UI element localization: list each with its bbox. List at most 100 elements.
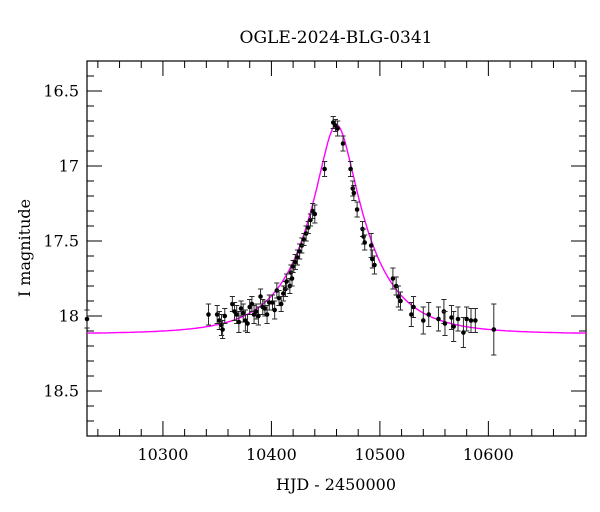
data-marker (272, 307, 277, 313)
data-point (312, 204, 318, 224)
x-tick-label: 10600 (463, 445, 514, 464)
data-point (362, 234, 368, 251)
data-point (371, 255, 378, 275)
data-marker (354, 207, 360, 212)
tick-labels: 10300 10400 10500 10600 16.5 17 17.5 18 18.5 (43, 82, 513, 465)
data-point (395, 285, 401, 308)
data-marker (236, 319, 242, 325)
data-point (451, 311, 457, 342)
y-tick-label: 16.5 (43, 82, 79, 101)
data-point (435, 306, 442, 332)
data-marker (289, 276, 295, 281)
y-tick-label: 18 (59, 307, 79, 326)
data-point (420, 306, 426, 335)
data-marker (240, 310, 246, 316)
data-marker (335, 126, 340, 131)
data-marker (206, 312, 211, 317)
data-marker (468, 318, 474, 323)
x-tick-label: 10500 (354, 445, 405, 464)
y-tick-label: 17.5 (43, 232, 79, 251)
data-marker (266, 300, 272, 305)
data-marker (369, 256, 375, 262)
x-tick-label: 10400 (246, 445, 297, 464)
plot-frame (86, 60, 587, 437)
axis-ticks (87, 61, 586, 436)
data-marker (350, 186, 356, 191)
data-marker (262, 306, 268, 311)
data-marker (491, 327, 497, 332)
data-marker (340, 141, 346, 146)
data-point (284, 273, 290, 290)
data-point (334, 120, 341, 137)
data-marker (436, 316, 441, 322)
data-marker (322, 166, 327, 172)
data-marker (351, 190, 357, 196)
data-point (262, 300, 268, 317)
data-marker (312, 211, 318, 217)
data-point (354, 201, 360, 218)
data-marker (362, 240, 368, 245)
data-marker (411, 304, 416, 310)
data-point (222, 308, 228, 324)
data-marker (451, 324, 456, 329)
data-marker (368, 243, 374, 248)
data-marker (256, 313, 261, 319)
data-marker (253, 309, 259, 314)
data-point (234, 305, 240, 324)
data-marker (348, 166, 353, 172)
data-point (426, 302, 432, 327)
data-marker (473, 318, 478, 323)
data-point (348, 161, 354, 177)
data-point (410, 296, 417, 318)
data-marker (278, 301, 284, 307)
data-point (310, 203, 316, 219)
data-marker (217, 318, 222, 323)
data-point (264, 305, 270, 324)
data-marker (281, 291, 286, 296)
data-point (351, 185, 357, 201)
data-marker (396, 294, 401, 299)
data-marker (464, 316, 469, 322)
data-point (321, 161, 328, 177)
data-point (340, 135, 346, 152)
data-point (397, 291, 404, 311)
data-point (472, 308, 478, 333)
y-tick-label: 17 (59, 157, 79, 176)
chart-title: OGLE-2024-BLG-0341 (240, 28, 433, 48)
data-marker (409, 312, 414, 317)
y-tick-label: 18.5 (43, 382, 79, 401)
data-marker (290, 264, 296, 269)
data-points (84, 116, 497, 356)
data-marker (234, 312, 239, 317)
model-curve (87, 123, 586, 334)
data-point (330, 116, 336, 129)
data-marker (455, 316, 461, 322)
data-point (442, 311, 448, 336)
y-axis-label: I magnitude (15, 199, 34, 297)
data-marker (238, 306, 244, 311)
data-marker (426, 312, 432, 317)
data-marker (372, 262, 377, 268)
data-point (205, 303, 212, 326)
data-point (257, 288, 264, 305)
data-marker (420, 318, 426, 323)
data-point (272, 300, 278, 320)
data-point (84, 309, 90, 329)
data-marker (214, 312, 220, 317)
data-marker (222, 313, 228, 319)
data-point (460, 317, 467, 348)
data-marker (292, 259, 298, 265)
data-point (464, 306, 470, 332)
x-tick-label: 10300 (137, 445, 188, 464)
data-point (448, 305, 455, 330)
data-marker (449, 315, 454, 320)
data-marker (84, 316, 90, 322)
data-point (491, 303, 497, 356)
data-marker (284, 279, 289, 284)
data-point (468, 308, 474, 333)
data-marker (220, 327, 225, 332)
data-marker (258, 294, 263, 299)
data-point (289, 270, 295, 287)
